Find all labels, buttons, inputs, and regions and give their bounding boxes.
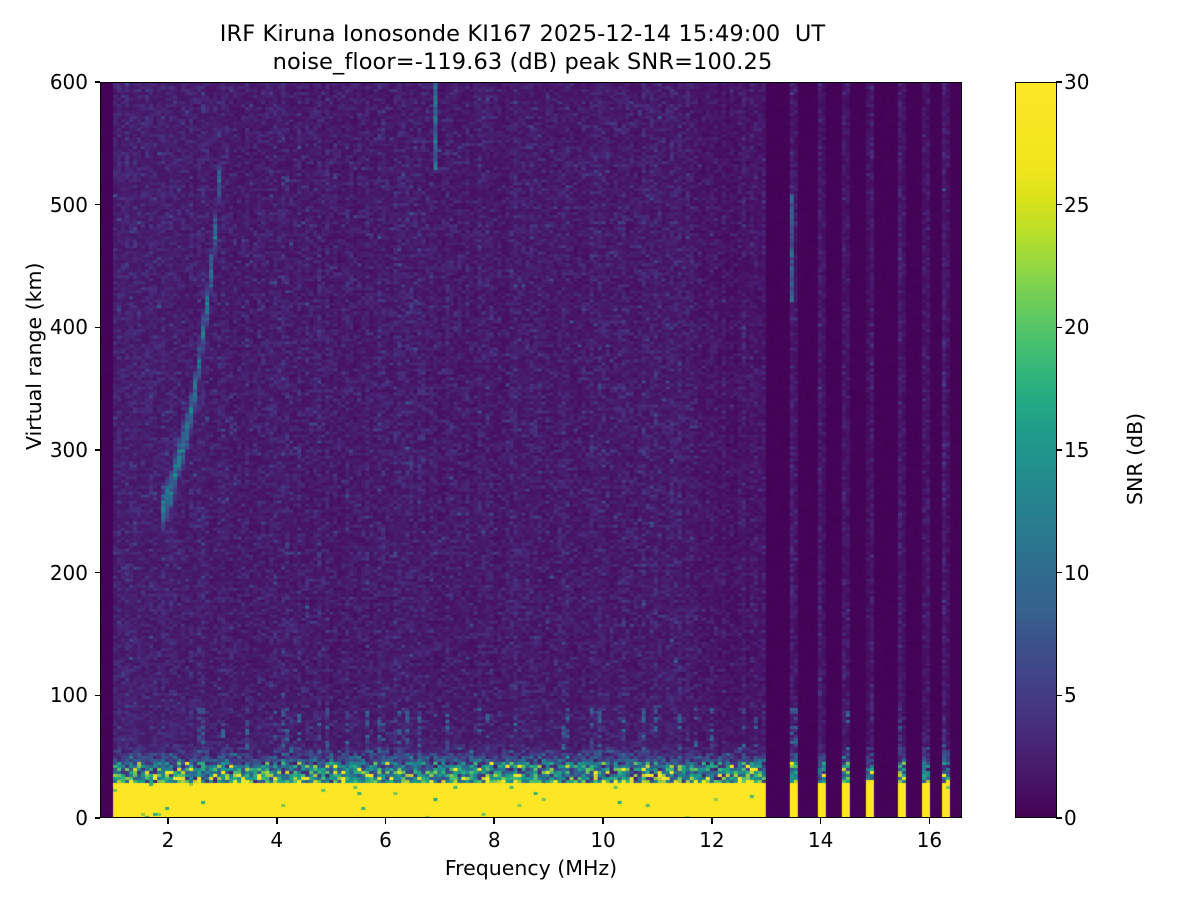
x-axis-label: Frequency (MHz) [444,856,618,880]
y-tick-label: 600 [49,70,88,94]
colorbar-gradient [1016,83,1056,817]
y-tick-mark [94,571,100,574]
colorbar-tick-mark [1056,817,1062,819]
title-line-2: noise_floor=-119.63 (dB) peak SNR=100.25 [272,49,773,76]
x-tick-label: 12 [699,828,725,852]
y-tick-mark [94,326,100,329]
y-tick-label: 500 [49,192,88,217]
colorbar-tick-label: 15 [1064,438,1090,462]
x-tick-mark [602,818,604,824]
y-tick-mark [94,203,100,206]
colorbar-tick-mark [1056,81,1062,83]
colorbar-tick-label: 25 [1064,192,1090,217]
colorbar-tick-mark [1056,449,1062,451]
colorbar-tick-mark [1056,203,1062,206]
colorbar-tick-label: 10 [1064,560,1090,585]
x-tick-label: 14 [807,828,834,852]
x-tick-mark [384,818,387,824]
x-tick-mark [928,818,931,824]
x-tick-label: 10 [590,828,616,852]
colorbar-tick-label: 20 [1064,315,1090,340]
y-tick-mark [94,817,100,819]
ionogram-heatmap [101,83,961,817]
y-axis-label: Virtual range (km) [22,262,46,450]
figure-title: IRF Kiruna Ionosonde KI167 2025-12-14 15… [0,20,1045,77]
colorbar-tick-label: 30 [1064,70,1090,94]
x-tick-label: 4 [270,828,284,852]
x-tick-mark [819,818,822,824]
y-tick-label: 400 [49,315,88,340]
colorbar [1015,82,1057,818]
colorbar-tick-mark [1056,326,1062,329]
y-tick-mark [94,694,100,697]
colorbar-tick-label: 5 [1064,683,1077,708]
ionogram-axes [100,82,962,818]
x-tick-mark [493,818,496,824]
colorbar-tick-mark [1056,571,1062,574]
x-tick-label: 8 [487,828,501,852]
x-tick-mark [167,818,169,824]
x-tick-mark [711,818,713,824]
y-tick-mark [94,81,100,83]
colorbar-tick-mark [1056,694,1062,697]
y-tick-mark [94,449,100,451]
x-tick-label: 6 [379,828,392,852]
x-tick-label: 16 [916,828,943,852]
y-tick-label: 100 [49,683,88,708]
y-tick-label: 300 [49,438,88,462]
y-tick-label: 0 [75,806,88,830]
y-tick-label: 200 [49,560,88,585]
title-line-1: IRF Kiruna Ionosonde KI167 2025-12-14 15… [219,21,826,47]
x-tick-label: 2 [161,828,175,852]
colorbar-label: SNR (dB) [1123,412,1147,505]
colorbar-tick-label: 0 [1064,806,1077,830]
x-tick-mark [275,818,278,824]
